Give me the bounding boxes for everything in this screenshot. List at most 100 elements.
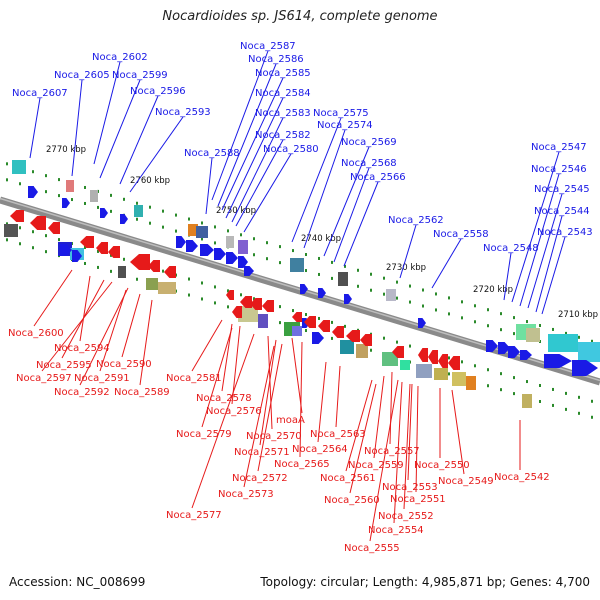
scale-label: 2720 kbp [473, 285, 513, 295]
track-tick-mark [227, 289, 229, 293]
reverse-gene-arrow [48, 222, 60, 234]
label-leader-line [121, 293, 141, 358]
gene-label-forward: Noca_2587 [240, 41, 296, 52]
gene-label-reverse: Noca_2557 [364, 446, 420, 457]
track-tick-mark [331, 320, 333, 324]
track-tick-mark [318, 256, 320, 260]
gene-label-reverse: Noca_2554 [368, 525, 424, 536]
track-tick-mark [292, 249, 294, 253]
track-tick-mark [578, 395, 580, 399]
feature-block [226, 236, 234, 248]
feature-block [196, 226, 208, 238]
label-leader-line [299, 341, 303, 458]
gene-label-forward: Noca_2602 [92, 52, 148, 63]
track-tick-mark [552, 387, 554, 391]
track-tick-mark [175, 213, 177, 217]
track-tick-mark [435, 308, 437, 312]
track-tick-mark [32, 230, 34, 234]
forward-gene-arrow [572, 360, 598, 376]
reverse-gene-arrow [250, 298, 262, 310]
track-tick-mark [84, 201, 86, 205]
label-leader-line [343, 181, 379, 267]
track-tick-mark [396, 280, 398, 284]
gene-label-forward: Noca_2583 [255, 108, 311, 119]
feature-block [338, 272, 348, 286]
track-tick-mark [474, 320, 476, 324]
feature-block [238, 240, 248, 254]
gene-label-forward: Noca_2596 [130, 86, 186, 97]
reverse-gene-arrow [448, 356, 460, 370]
feature-block [386, 289, 396, 301]
track-tick-mark [461, 316, 463, 320]
track-tick-mark [97, 205, 99, 209]
label-leader-line [291, 117, 342, 243]
map-title: Nocardioides sp. JS614, complete genome [162, 9, 438, 24]
label-leader-line [503, 252, 512, 301]
track-tick-mark [253, 253, 255, 257]
track-tick-mark [214, 285, 216, 289]
label-leader-line [231, 117, 284, 223]
track-tick-mark [383, 336, 385, 340]
track-tick-mark [214, 225, 216, 229]
gene-label-reverse: Noca_2590 [96, 359, 152, 370]
track-tick-mark [253, 297, 255, 301]
track-tick-mark [487, 384, 489, 388]
gene-label-reverse: Noca_2549 [438, 476, 494, 487]
label-leader-line [393, 381, 403, 524]
reverse-gene-arrow [10, 210, 24, 222]
track-tick-mark [591, 399, 593, 403]
reverse-gene-arrow [164, 266, 176, 278]
track-tick-mark [19, 242, 21, 246]
forward-gene-arrow [200, 244, 214, 256]
track-tick-mark [201, 221, 203, 225]
label-leader-line [225, 97, 284, 219]
track-tick-mark [422, 304, 424, 308]
gene-label-reverse: Noca_2595 [36, 360, 92, 371]
track-tick-mark [6, 222, 8, 226]
gene-label-forward: Noca_2574 [317, 120, 373, 131]
gene-label-reverse: Noca_2564 [292, 444, 348, 455]
forward-gene-arrow [486, 340, 498, 352]
track-tick-mark [136, 277, 138, 281]
track-tick-mark [162, 225, 164, 229]
reverse-gene-arrow [392, 346, 404, 358]
feature-block [292, 326, 302, 336]
track-tick-mark [19, 226, 21, 230]
gene-label-reverse: Noca_2542 [494, 472, 550, 483]
track-tick-mark [526, 320, 528, 324]
feature-block [522, 394, 532, 408]
track-tick-mark [84, 185, 86, 189]
track-tick-mark [318, 316, 320, 320]
track-tick-mark [344, 324, 346, 328]
gene-label-forward: Noca_2605 [54, 70, 110, 81]
label-leader-line [345, 379, 373, 472]
reverse-gene-arrow [130, 254, 150, 270]
track-tick-mark [214, 301, 216, 305]
label-leader-line [129, 116, 184, 193]
label-leader-line [211, 50, 269, 201]
reverse-gene-arrow [232, 306, 242, 318]
forward-gene-arrow [186, 240, 198, 252]
label-leader-line [221, 77, 284, 211]
label-leader-line [99, 79, 141, 179]
track-tick-mark [32, 170, 34, 174]
forward-gene-arrow [300, 284, 308, 294]
track-tick-mark [110, 253, 112, 257]
forward-gene-arrow [176, 236, 186, 248]
track-tick-mark [331, 276, 333, 280]
feature-block [356, 344, 368, 358]
track-tick-mark [448, 296, 450, 300]
track-tick-mark [487, 368, 489, 372]
track-tick-mark [461, 300, 463, 304]
track-tick-mark [526, 380, 528, 384]
gene-label-reverse: Noca_2578 [196, 393, 252, 404]
label-leader-line [79, 275, 91, 342]
track-tick-mark [6, 178, 8, 182]
label-leader-line [527, 193, 563, 309]
track-tick-mark [474, 364, 476, 368]
label-leader-line [511, 151, 560, 303]
track-tick-mark [435, 292, 437, 296]
feature-block [434, 368, 448, 380]
gene-label-reverse: Noca_2576 [206, 406, 262, 417]
